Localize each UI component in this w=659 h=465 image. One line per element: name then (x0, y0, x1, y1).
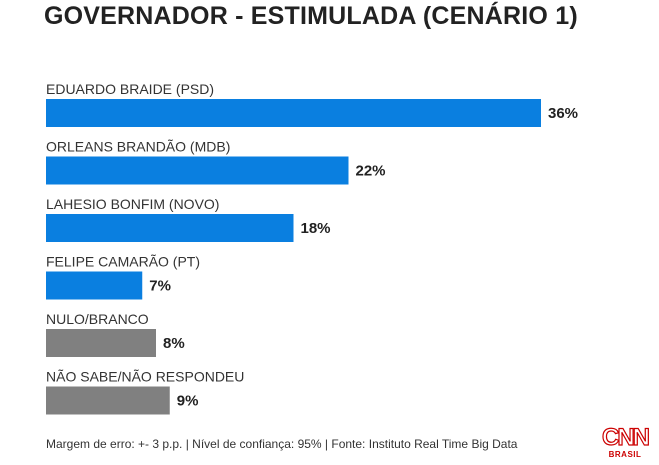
bar (46, 99, 541, 127)
footer-note: Margem de erro: +- 3 p.p. | Nível de con… (46, 437, 518, 451)
category-label: LAHESIO BONFIM (NOVO) (46, 196, 219, 212)
category-label: ORLEANS BRANDÃO (MDB) (46, 139, 230, 155)
category-label: FELIPE CAMARÃO (PT) (46, 254, 200, 270)
bar-chart: EDUARDO BRAIDE (PSD) 36% ORLEANS BRANDÃO (… (46, 81, 578, 415)
logo-mark: CNN (601, 424, 650, 451)
bar (46, 156, 349, 185)
chart-title: GOVERNADOR - ESTIMULADA (CENÁRIO 1) (44, 2, 578, 30)
bar (46, 271, 143, 300)
cnn-brasil-logo: CNN BRASIL (598, 424, 652, 459)
value-label: 7% (149, 278, 171, 295)
category-label: NÃO SABE/NÃO RESPONDEU (46, 369, 244, 385)
bar (46, 329, 156, 357)
category-label: NULO/BRANCO (46, 311, 149, 327)
value-label: 8% (163, 335, 185, 352)
value-label: 22% (356, 163, 386, 180)
bar (46, 214, 294, 242)
category-label: EDUARDO BRAIDE (PSD) (46, 81, 214, 97)
bar (46, 386, 170, 415)
value-label: 36% (548, 105, 578, 122)
logo-subtitle: BRASIL (608, 450, 642, 459)
value-label: 9% (177, 393, 199, 410)
value-label: 18% (301, 220, 331, 237)
